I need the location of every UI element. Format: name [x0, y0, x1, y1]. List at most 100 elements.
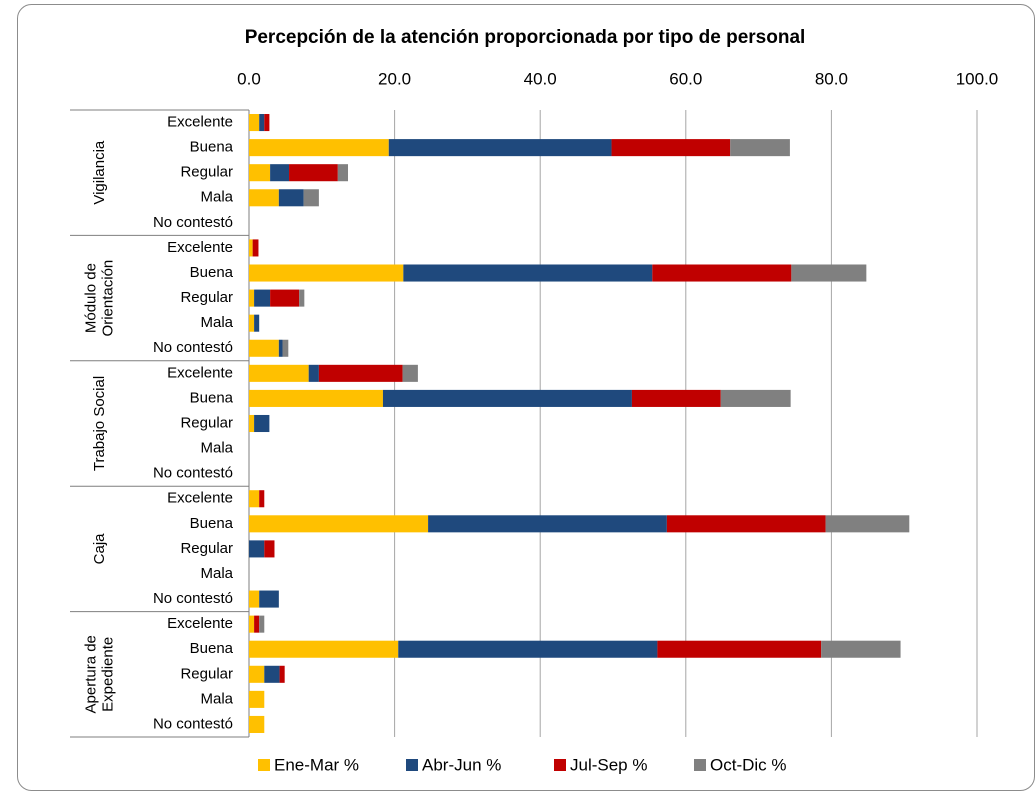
- bar-segment: [249, 289, 255, 307]
- bar-segment: [259, 590, 279, 608]
- bar-segment: [791, 264, 867, 282]
- bar-segment: [666, 515, 826, 533]
- x-tick-label: 80.0: [815, 69, 848, 88]
- bar-segment: [249, 615, 255, 633]
- bar-segment: [249, 164, 271, 182]
- y-tick-label: No contestó: [153, 590, 233, 607]
- bar-segment: [428, 515, 667, 533]
- legend-swatch: [258, 759, 270, 771]
- x-tick-label: 100.0: [956, 69, 999, 88]
- bar-segment: [652, 264, 792, 282]
- bar-segment: [303, 189, 319, 207]
- bar-segment: [278, 339, 283, 357]
- x-tick-label: 20.0: [378, 69, 411, 88]
- legend-label: Abr-Jun %: [422, 755, 501, 774]
- bar-segment: [254, 615, 260, 633]
- bar-segment: [259, 490, 265, 508]
- x-tick-label: 0.0: [237, 69, 261, 88]
- y-tick-label: Excelente: [167, 364, 233, 381]
- bar-segment: [825, 515, 910, 533]
- bar-segment: [249, 114, 260, 132]
- y-tick-label: No contestó: [153, 715, 233, 732]
- bar-segment: [259, 114, 265, 132]
- y-tick-label: Excelente: [167, 239, 233, 256]
- y-tick-label: Mala: [200, 690, 233, 707]
- y-tick-label: Excelente: [167, 615, 233, 632]
- legend-label: Jul-Sep %: [570, 755, 647, 774]
- bar-segment: [308, 364, 319, 382]
- y-tick-label: No contestó: [153, 465, 233, 482]
- bar-segment: [278, 189, 304, 207]
- bar-segment: [403, 264, 653, 282]
- bar-segment: [289, 164, 338, 182]
- chart-title: Percepción de la atención proporcionada …: [245, 27, 806, 48]
- bar-segment: [631, 389, 721, 407]
- bar-segment: [249, 640, 399, 658]
- bar-segment: [388, 139, 612, 157]
- bar-segment: [249, 389, 383, 407]
- y-tick-label: Buena: [190, 264, 234, 281]
- bar-segment: [264, 114, 270, 132]
- bar-segment: [249, 314, 255, 332]
- y-tick-label: Mala: [200, 565, 233, 582]
- y-tick-label: Regular: [180, 665, 233, 682]
- y-tick-label: Mala: [200, 314, 233, 331]
- y-tick-label: Mala: [200, 189, 233, 206]
- group-label-line: Caja: [91, 533, 108, 565]
- group-label-line: Módulo de: [82, 263, 99, 333]
- bar-segment: [282, 339, 289, 357]
- legend-swatch: [694, 759, 706, 771]
- bar-segment: [249, 339, 279, 357]
- y-tick-label: Buena: [190, 389, 234, 406]
- group-label: Apertura deExpediente: [82, 635, 116, 713]
- y-tick-label: Excelente: [167, 114, 233, 131]
- y-tick-label: Buena: [190, 139, 234, 156]
- y-tick-label: Buena: [190, 640, 234, 657]
- legend-label: Ene-Mar %: [274, 755, 359, 774]
- group-label: Módulo deOrientación: [82, 260, 116, 337]
- group-label: Vigilancia: [91, 140, 108, 205]
- bar-segment: [337, 164, 349, 182]
- bar-segment: [249, 490, 260, 508]
- bar-segment: [318, 364, 403, 382]
- bar-segment: [254, 314, 260, 332]
- y-tick-label: Mala: [200, 440, 233, 457]
- bar-segment: [252, 239, 259, 257]
- bar-segment: [270, 289, 300, 307]
- bar-segment: [249, 665, 265, 683]
- bar-segment: [249, 590, 260, 608]
- y-tick-label: Regular: [180, 164, 233, 181]
- bar-segment: [264, 540, 275, 558]
- bar-segment: [249, 264, 404, 282]
- bar-segment: [249, 540, 265, 558]
- bar-segment: [279, 665, 285, 683]
- bar-segment: [249, 364, 309, 382]
- bar-segment: [254, 414, 270, 433]
- bar-segment: [259, 615, 265, 633]
- bar-segment: [249, 515, 429, 533]
- x-tick-label: 60.0: [669, 69, 702, 88]
- bar-segment: [402, 364, 418, 382]
- legend-label: Oct-Dic %: [710, 755, 787, 774]
- bar-segment: [270, 164, 290, 182]
- group-label-line: Apertura de: [82, 635, 99, 713]
- y-tick-label: Regular: [180, 414, 233, 431]
- bar-segment: [254, 289, 271, 307]
- y-tick-label: Excelente: [167, 490, 233, 507]
- group-label: Trabajo Social: [91, 376, 108, 471]
- bar-segment: [299, 289, 305, 307]
- bar-segment: [730, 139, 790, 157]
- bar-segment: [821, 640, 901, 658]
- bar-segment: [249, 715, 265, 733]
- bar-segment: [611, 139, 731, 157]
- legend-swatch: [554, 759, 566, 771]
- y-tick-label: No contestó: [153, 214, 233, 231]
- group-label-line: Vigilancia: [91, 140, 108, 205]
- x-tick-label: 40.0: [524, 69, 557, 88]
- bar-segment: [398, 640, 658, 658]
- group-label-line: Expediente: [99, 637, 116, 712]
- y-tick-label: Buena: [190, 515, 234, 532]
- bar-segment: [249, 139, 389, 157]
- bar-segment: [249, 414, 255, 433]
